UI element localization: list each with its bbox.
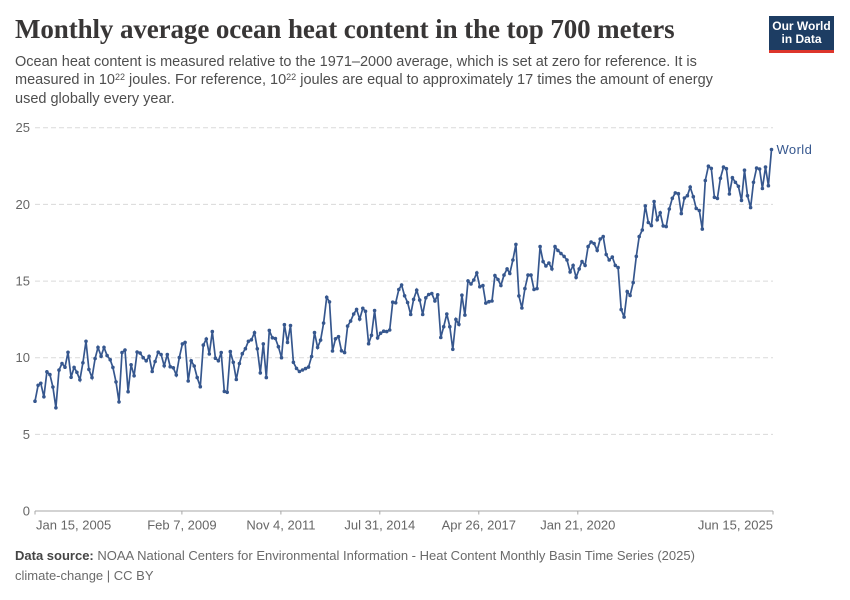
svg-text:25: 25	[16, 120, 30, 135]
svg-text:World: World	[777, 142, 813, 157]
svg-text:Jul 31, 2014: Jul 31, 2014	[344, 518, 415, 533]
svg-text:Jan 15, 2005: Jan 15, 2005	[36, 518, 111, 533]
svg-text:Feb 7, 2009: Feb 7, 2009	[147, 518, 216, 533]
svg-text:0: 0	[23, 504, 30, 519]
svg-text:5: 5	[23, 427, 30, 442]
svg-text:Jan 21, 2020: Jan 21, 2020	[540, 518, 615, 533]
svg-text:Jun 15, 2025: Jun 15, 2025	[698, 518, 773, 533]
svg-text:Nov 4, 2011: Nov 4, 2011	[246, 518, 315, 533]
svg-text:10: 10	[16, 350, 30, 365]
svg-text:Apr 26, 2017: Apr 26, 2017	[442, 518, 516, 533]
svg-text:15: 15	[16, 274, 30, 289]
svg-text:20: 20	[16, 197, 30, 212]
